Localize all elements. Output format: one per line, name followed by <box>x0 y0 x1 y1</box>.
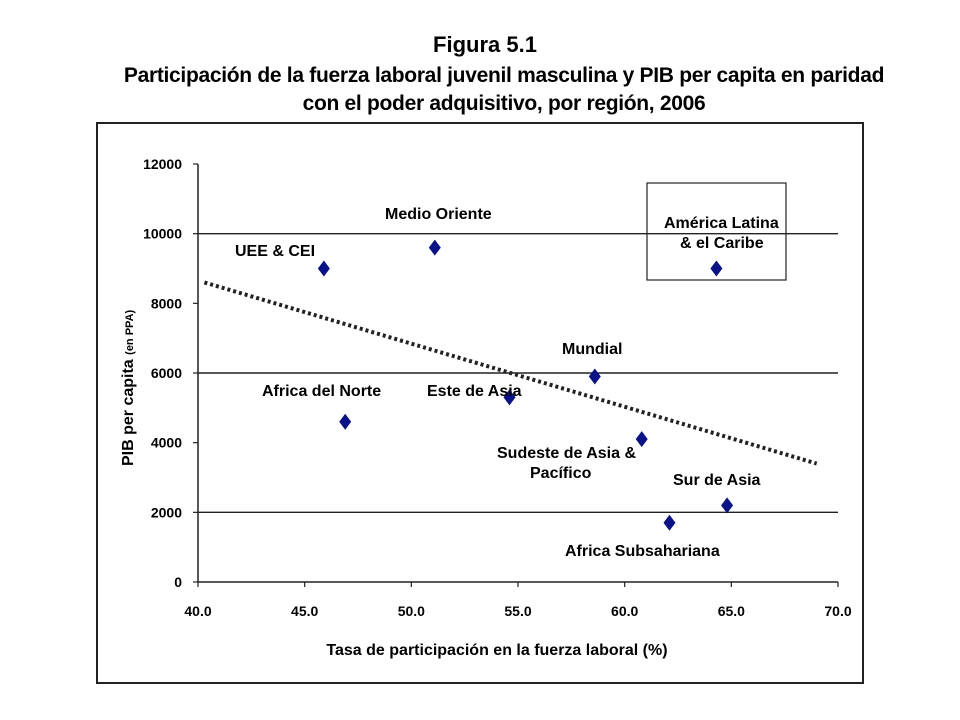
data-point-8 <box>663 514 676 531</box>
x-tick-label: 40.0 <box>184 603 211 619</box>
chart-frame <box>96 122 864 684</box>
point-label-line: & el Caribe <box>680 235 764 252</box>
y-tick-label: 4000 <box>151 435 182 451</box>
x-axis-title: Tasa de participación en la fuerza labor… <box>326 642 667 659</box>
y-tick-label: 0 <box>174 574 182 590</box>
point-label-line: Pacífico <box>530 465 592 482</box>
data-point-7 <box>721 497 734 514</box>
y-tick-label: 8000 <box>151 295 182 311</box>
x-tick-label: 45.0 <box>291 603 318 619</box>
point-label: Medio Oriente <box>385 206 492 223</box>
highlight-box <box>646 182 787 281</box>
x-tick-label: 55.0 <box>504 603 531 619</box>
chart-title-line-1: Participación de la fuerza laboral juven… <box>123 64 885 87</box>
y-tick-label: 6000 <box>151 365 182 381</box>
point-label: Este de Asia <box>427 383 522 400</box>
point-label: Africa del Norte <box>262 383 381 400</box>
chart-title-line-2: con el poder adquisitivo, por región, 20… <box>302 92 706 115</box>
point-label-line: Sudeste de Asia & <box>497 445 636 462</box>
data-point-1 <box>428 239 441 256</box>
y-tick-label: 12000 <box>143 156 182 172</box>
x-tick-label: 70.0 <box>824 603 851 619</box>
y-axis-title-suffix: (en PPA) <box>124 309 136 354</box>
y-axis-title: PIB per capita (en PPA) <box>120 309 137 466</box>
trend-line <box>203 280 818 466</box>
data-point-2 <box>710 260 723 277</box>
point-label: Africa Subsahariana <box>565 543 720 560</box>
figure-label: Figura 5.1 <box>433 32 537 57</box>
data-point-4 <box>503 389 516 406</box>
x-tick-label: 60.0 <box>611 603 638 619</box>
data-point-0 <box>317 260 330 277</box>
y-axis-title-main: PIB per capita <box>120 355 137 466</box>
data-point-6 <box>635 431 648 448</box>
x-tick-label: 65.0 <box>718 603 745 619</box>
y-tick-label: 2000 <box>151 504 182 520</box>
x-tick-label: 50.0 <box>398 603 425 619</box>
point-label-line: América Latina <box>664 215 779 232</box>
data-point-3 <box>588 368 601 385</box>
y-tick-label: 10000 <box>143 226 182 242</box>
point-label: Sur de Asia <box>673 472 761 489</box>
data-point-5 <box>339 413 352 430</box>
point-label: Mundial <box>562 341 622 358</box>
point-label: UEE & CEI <box>235 243 315 260</box>
